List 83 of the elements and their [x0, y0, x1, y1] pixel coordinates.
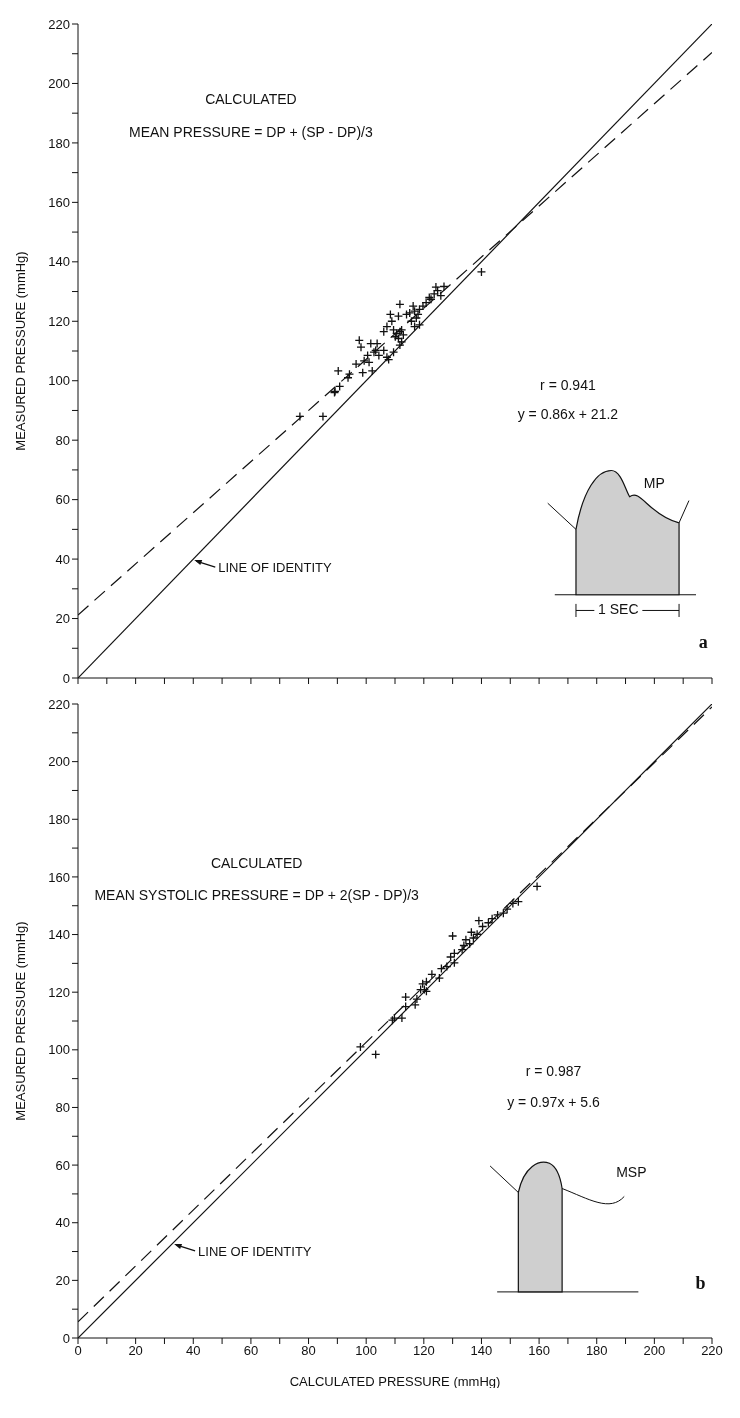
annotation: b [695, 1273, 706, 1294]
point [401, 992, 411, 1002]
y-tick-label: 140 [48, 927, 70, 943]
point [492, 910, 503, 920]
point [442, 961, 452, 972]
point [410, 1000, 420, 1010]
x-tick-label: 220 [701, 1343, 723, 1359]
point [429, 289, 439, 299]
annotation: y = 0.97x + 5.6 [507, 1094, 601, 1111]
y-tick-label: 220 [48, 696, 70, 712]
y-tick-label: 60 [55, 1157, 70, 1173]
x-tick-label: 0 [74, 1343, 82, 1359]
point [318, 411, 328, 422]
y-tick-label: 200 [48, 76, 70, 92]
x-tick-label: 120 [412, 1343, 435, 1359]
point [508, 898, 518, 909]
annotation: LINE OF IDENTITY [218, 560, 332, 576]
y-tick-label: 100 [48, 373, 70, 389]
annotation: CALCULATED [205, 91, 297, 108]
point [356, 342, 366, 352]
x-axis-title: CALCULATED PRESSURE (mmHg) [289, 1374, 501, 1389]
point [439, 281, 449, 292]
point [461, 935, 471, 945]
point [418, 301, 428, 311]
point [397, 1013, 407, 1023]
y-tick-label: 100 [48, 1042, 70, 1058]
point [367, 366, 377, 376]
x-tick-label: 80 [301, 1343, 316, 1359]
point [502, 904, 512, 914]
x-tick-label: 100 [355, 1343, 378, 1359]
annotation: MEAN PRESSURE = DP + (SP - DP)/3 [129, 123, 374, 140]
annotation: MSP [616, 1163, 647, 1180]
y-tick-label: 120 [48, 984, 70, 1000]
y-tick-label: 160 [48, 869, 70, 885]
y-tick-label: 0 [62, 1330, 70, 1346]
y-tick-label: 120 [48, 313, 70, 329]
annotation: y = 0.86x + 21.2 [517, 406, 619, 423]
y-tick-label: 40 [55, 551, 70, 567]
point [372, 338, 382, 349]
annotation: LINE OF IDENTITY [198, 1243, 312, 1259]
point [421, 297, 431, 308]
point [295, 411, 305, 422]
annotation: r = 0.987 [525, 1062, 582, 1079]
annotation: MEAN SYSTOLIC PRESSURE = DP + 2(SP - DP)/3 [94, 886, 420, 903]
y-tick-label: 160 [48, 194, 70, 210]
y-tick-label: 220 [48, 16, 70, 32]
x-tick-label: 180 [585, 1343, 608, 1359]
y-axis-title: MEASURED PRESSURE (mmHg) [12, 251, 28, 451]
point [343, 373, 353, 383]
x-tick-label: 40 [186, 1343, 201, 1359]
y-tick-label: 40 [55, 1215, 70, 1231]
y-axis-title: MEASURED PRESSURE (mmHg) [12, 921, 28, 1121]
y-tick-label: 80 [55, 432, 70, 448]
annotation: 1 SEC [598, 601, 639, 618]
point [434, 973, 445, 983]
point [395, 299, 405, 309]
point [532, 881, 542, 892]
y-tick-label: 180 [48, 135, 70, 151]
point [476, 267, 487, 277]
point [427, 969, 437, 979]
x-tick-label: 140 [470, 1343, 493, 1359]
y-tick-label: 20 [55, 1272, 70, 1288]
y-tick-label: 80 [55, 1100, 70, 1116]
point [487, 914, 497, 924]
point [355, 1042, 366, 1052]
y-tick-label: 20 [55, 611, 70, 627]
annotation: a [698, 632, 708, 653]
point [447, 931, 458, 941]
point [412, 994, 422, 1004]
x-tick-label: 160 [528, 1343, 550, 1359]
point [351, 359, 361, 369]
y-tick-label: 140 [48, 254, 70, 270]
x-tick-label: 20 [128, 1343, 143, 1359]
x-tick-label: 60 [243, 1343, 259, 1359]
y-tick-label: 0 [62, 670, 70, 686]
y-tick-label: 60 [55, 492, 70, 508]
y-tick-label: 180 [48, 811, 70, 827]
x-tick-label: 200 [643, 1343, 666, 1359]
annotation: MP [643, 474, 665, 491]
point [333, 366, 343, 376]
annotation: r = 0.941 [540, 376, 596, 393]
y-tick-label: 200 [48, 754, 70, 770]
annotation: CALCULATED [210, 855, 303, 872]
